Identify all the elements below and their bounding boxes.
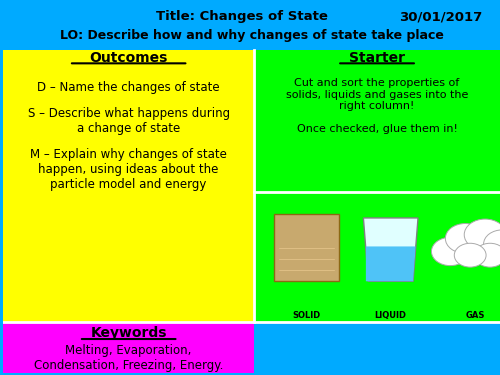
Circle shape [474, 243, 500, 267]
Circle shape [454, 243, 486, 267]
Circle shape [446, 224, 485, 254]
Text: LO: Describe how and why changes of state take place: LO: Describe how and why changes of stat… [60, 29, 444, 42]
Polygon shape [364, 218, 418, 281]
Text: Cut and sort the properties of
solids, liquids and gases into the
right column!
: Cut and sort the properties of solids, l… [286, 78, 468, 134]
Circle shape [432, 237, 469, 266]
FancyBboxPatch shape [3, 0, 500, 50]
Text: S – Describe what happens during
a change of state: S – Describe what happens during a chang… [28, 107, 230, 135]
Text: D – Name the changes of state: D – Name the changes of state [38, 81, 220, 94]
Text: Melting, Evaporation,
Condensation, Freezing, Energy.: Melting, Evaporation, Condensation, Free… [34, 344, 224, 372]
FancyBboxPatch shape [254, 192, 500, 322]
Text: Outcomes: Outcomes [90, 51, 168, 65]
FancyBboxPatch shape [3, 322, 254, 372]
FancyBboxPatch shape [3, 50, 254, 322]
Text: SOLID: SOLID [292, 311, 320, 320]
Text: Title: Changes of State: Title: Changes of State [156, 10, 328, 23]
Circle shape [464, 219, 500, 251]
Circle shape [484, 230, 500, 258]
Text: 30/01/2017: 30/01/2017 [399, 10, 482, 23]
Text: Keywords: Keywords [90, 326, 167, 340]
Polygon shape [366, 246, 416, 281]
Text: M – Explain why changes of state
happen, using ideas about the
particle model an: M – Explain why changes of state happen,… [30, 148, 227, 191]
Text: Starter: Starter [349, 51, 405, 65]
FancyBboxPatch shape [254, 50, 500, 192]
FancyBboxPatch shape [274, 214, 338, 281]
Text: GAS: GAS [466, 311, 485, 320]
Text: LIQUID: LIQUID [374, 311, 406, 320]
